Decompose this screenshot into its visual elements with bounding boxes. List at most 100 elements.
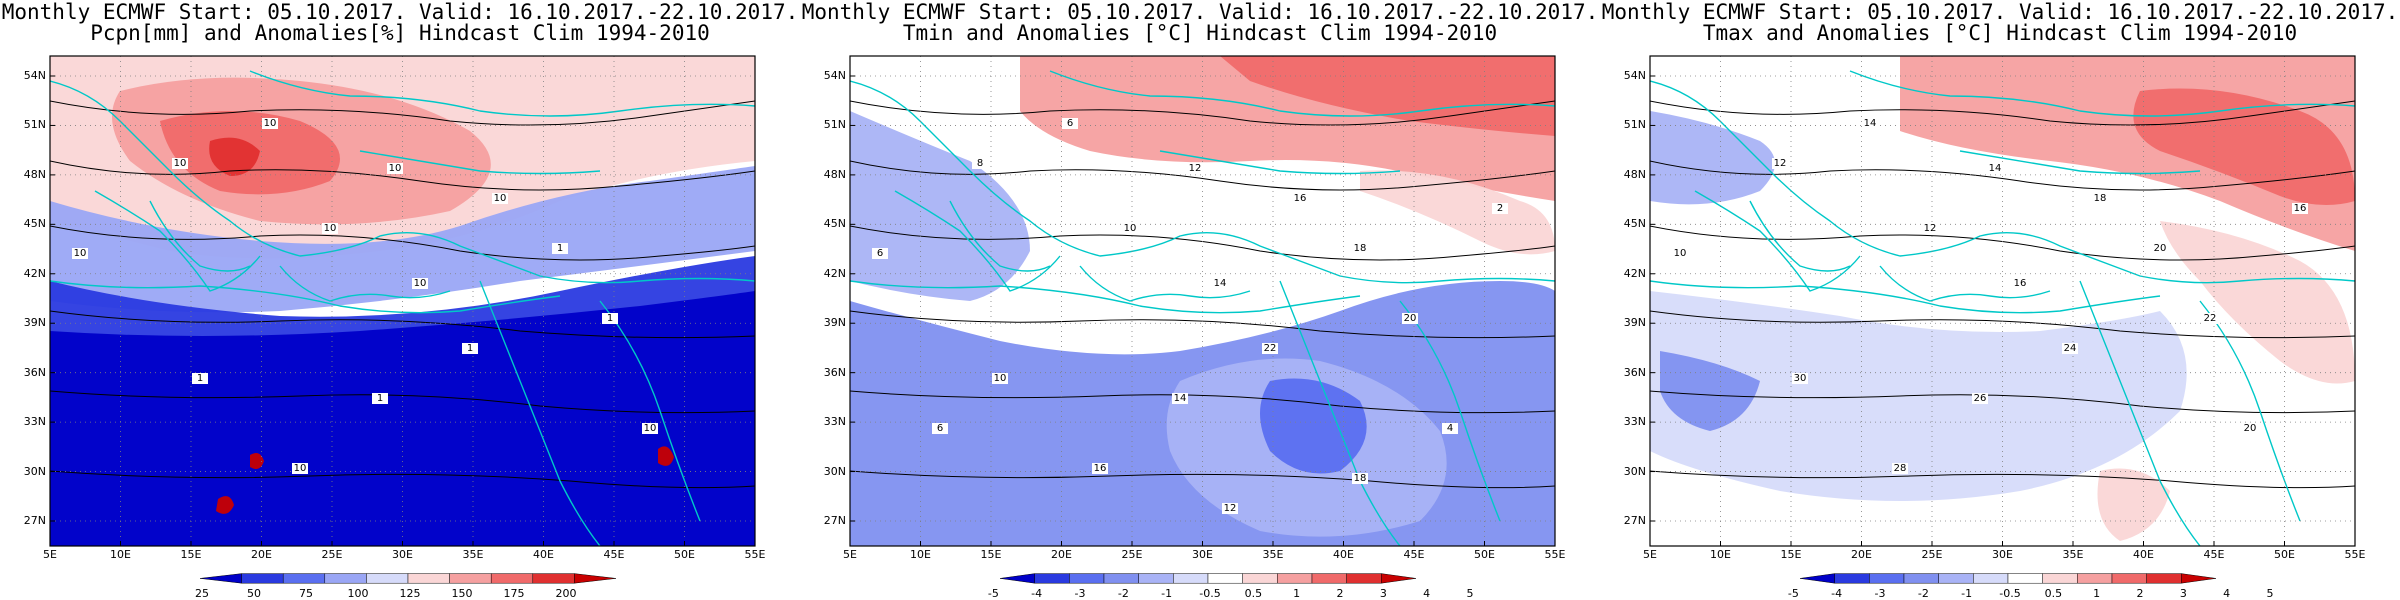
contour-label: 12	[1922, 223, 1938, 234]
contour-label: 10	[387, 163, 403, 174]
longitude-label: 5E	[843, 548, 857, 561]
colorbar-swatch	[532, 573, 575, 584]
panel-title-line1: Monthly ECMWF Start: 05.10.2017. Valid: …	[1601, 0, 2399, 24]
colorbar-swatch	[2181, 573, 2217, 584]
contour-label: 10	[72, 248, 88, 259]
longitude-label: 55E	[744, 548, 766, 561]
contour-label: 1	[462, 343, 478, 354]
longitude-label: 45E	[603, 548, 625, 561]
latitude-label: 30N	[1623, 464, 1646, 478]
longitude-label: 30E	[1992, 548, 2013, 561]
longitude-label: 40E	[2133, 548, 2154, 561]
contour-label: 16	[2012, 278, 2028, 289]
coastline	[1694, 190, 1861, 292]
latitude-label: 30N	[823, 464, 846, 478]
svg-text:18: 18	[2094, 193, 2107, 204]
svg-text:14: 14	[1864, 118, 1877, 129]
colorbar-swatch	[1103, 573, 1139, 584]
latitude-label: 45N	[1623, 217, 1646, 231]
contour-label: 28	[1892, 463, 1908, 474]
colorbar-swatch	[366, 573, 409, 584]
colorbar-label: -4	[1831, 587, 1843, 600]
latitude-label: 27N	[823, 514, 846, 527]
contour-label: 1	[552, 243, 568, 254]
contour-line	[50, 225, 755, 261]
longitude-label: 10E	[110, 548, 131, 561]
svg-text:30: 30	[1794, 373, 1807, 384]
coastline	[94, 190, 261, 292]
map-area: 10 10 10 10 10 10 10 1 1 1 1 10 1 10 54N 51N 48N 45N 42N 39…	[0, 51, 800, 561]
panel-title-line1: Monthly ECMWF Start: 05.10.2017. Valid: …	[801, 0, 1599, 24]
colorbar-label: -2	[1917, 587, 1929, 600]
colorbar-swatch	[282, 573, 326, 584]
svg-text:10: 10	[74, 248, 87, 259]
colorbar-swatches	[1799, 573, 2217, 584]
colorbar-label: -0.5	[1999, 587, 2021, 600]
colorbar-label: -3	[1874, 587, 1886, 600]
contour-label: 18	[1352, 473, 1368, 484]
svg-text:10: 10	[264, 118, 277, 129]
latitude-label: 51N	[1623, 118, 1646, 132]
coastline	[1749, 200, 1851, 272]
contour-label: 1	[602, 313, 618, 324]
colorbar-swatch	[1242, 573, 1278, 584]
longitude-label: 10E	[1710, 548, 1731, 561]
colorbar-label: 1	[1293, 587, 1301, 600]
longitude-label: 20E	[1851, 548, 1872, 561]
colorbar-swatches	[999, 573, 1417, 584]
colorbar-swatch	[2146, 573, 2182, 584]
colorbar-swatch	[1311, 573, 1347, 584]
longitude-label: 25E	[1121, 548, 1143, 561]
latitude-label: 36N	[823, 365, 846, 379]
map-canvas: 10 10 10 10 10 10 10 1 1 1 1 10 1 10	[49, 55, 756, 547]
colorbar-label: 100	[347, 587, 369, 600]
longitude-label: 15E	[980, 548, 1002, 561]
anomaly-field	[850, 111, 1030, 301]
contour-line	[50, 160, 755, 191]
longitude-label: 35E	[2062, 548, 2084, 561]
contour-label: 10	[1672, 248, 1688, 259]
colorbar-label: 0.5	[2044, 587, 2063, 600]
colorbar-swatch	[1034, 573, 1070, 584]
contour-line	[1650, 160, 2355, 191]
colorbar-label: -3	[1074, 587, 1086, 600]
colorbar-label: 150	[451, 587, 473, 600]
coastline	[149, 200, 251, 272]
coastline	[1849, 70, 2355, 117]
colorbar-swatch	[1346, 573, 1382, 584]
contour-label: 26	[1972, 393, 1988, 404]
latitude-label: 39N	[23, 316, 46, 330]
latitude-label: 36N	[1623, 365, 1646, 379]
contour-label: 20	[2242, 423, 2258, 434]
contour-label: 18	[1352, 243, 1368, 254]
contour-label: 1	[192, 373, 208, 384]
colorbar-label: 5	[2266, 587, 2274, 600]
contour-line	[850, 310, 1555, 339]
coastline	[949, 200, 1051, 272]
longitude-label: 20E	[1051, 548, 1072, 561]
colorbar-label: 125	[399, 587, 421, 600]
latitude-label: 54N	[23, 69, 46, 82]
svg-text:6: 6	[1067, 118, 1073, 129]
svg-text:20: 20	[2154, 243, 2167, 254]
longitude-label: 10E	[910, 548, 931, 561]
colorbar-label: 4	[2223, 587, 2231, 600]
longitude-label: 5E	[1643, 548, 1657, 561]
contour-label: 6	[872, 248, 888, 259]
colorbar-label: 25	[195, 587, 209, 600]
contour-line	[50, 470, 755, 489]
longitude-label: 50E	[2274, 548, 2295, 561]
coastline	[279, 265, 451, 302]
latitude-label: 33N	[23, 415, 46, 429]
latitude-label: 30N	[23, 464, 46, 478]
svg-text:10: 10	[294, 463, 307, 474]
anomaly-field	[1660, 351, 1760, 431]
colorbar-swatch	[999, 573, 1035, 584]
colorbar-label: 50	[247, 587, 261, 600]
svg-text:16: 16	[2014, 278, 2027, 289]
contour-label: 24	[2062, 343, 2078, 354]
colorbar-label: 3	[2179, 587, 2187, 600]
contour-label: 22	[1262, 343, 1278, 354]
colorbar-label: 2	[2136, 587, 2144, 600]
svg-text:16: 16	[2294, 203, 2307, 214]
